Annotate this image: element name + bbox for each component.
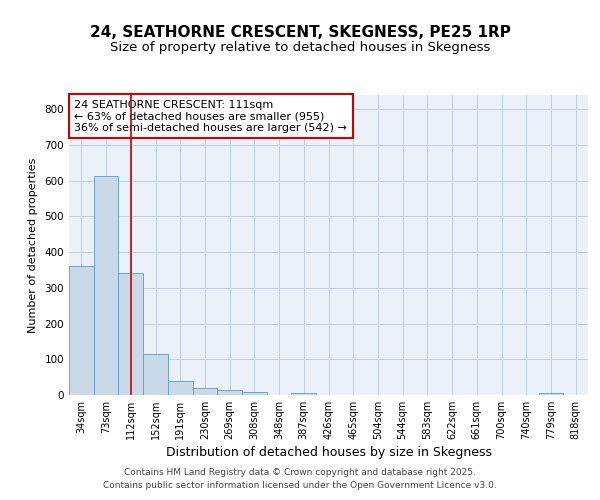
Text: 24, SEATHORNE CRESCENT, SKEGNESS, PE25 1RP: 24, SEATHORNE CRESCENT, SKEGNESS, PE25 1… xyxy=(89,25,511,40)
Bar xyxy=(217,390,242,395)
Bar xyxy=(118,273,143,395)
Bar xyxy=(539,393,563,395)
Text: 24 SEATHORNE CRESCENT: 111sqm
← 63% of detached houses are smaller (955)
36% of : 24 SEATHORNE CRESCENT: 111sqm ← 63% of d… xyxy=(74,100,347,132)
Bar xyxy=(292,393,316,395)
Bar xyxy=(168,380,193,395)
Y-axis label: Number of detached properties: Number of detached properties xyxy=(28,158,38,332)
X-axis label: Distribution of detached houses by size in Skegness: Distribution of detached houses by size … xyxy=(166,446,491,459)
Text: Contains public sector information licensed under the Open Government Licence v3: Contains public sector information licen… xyxy=(103,480,497,490)
Bar xyxy=(193,388,217,395)
Bar xyxy=(242,392,267,395)
Text: Contains HM Land Registry data © Crown copyright and database right 2025.: Contains HM Land Registry data © Crown c… xyxy=(124,468,476,477)
Text: Size of property relative to detached houses in Skegness: Size of property relative to detached ho… xyxy=(110,41,490,54)
Bar xyxy=(143,354,168,395)
Bar xyxy=(69,266,94,395)
Bar xyxy=(94,176,118,395)
